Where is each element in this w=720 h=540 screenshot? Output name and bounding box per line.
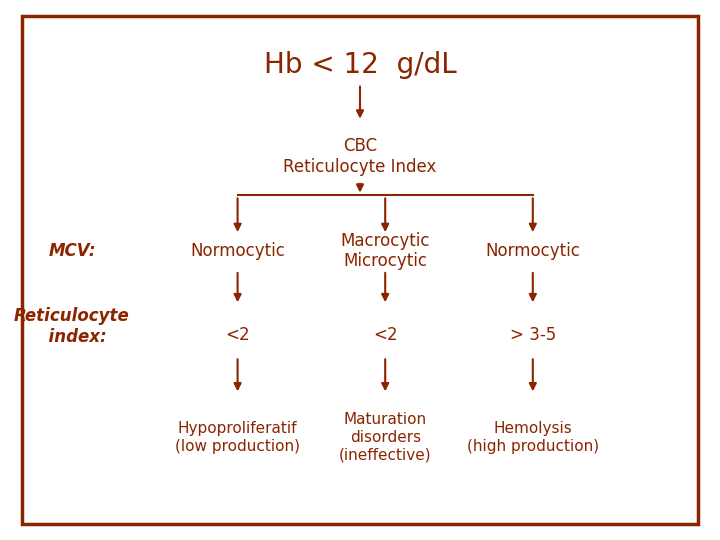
Text: Normocytic: Normocytic [485, 242, 580, 260]
Text: Hypoproliferatif
(low production): Hypoproliferatif (low production) [175, 421, 300, 454]
Text: Reticulocyte
  index:: Reticulocyte index: [14, 307, 130, 346]
Text: Maturation
disorders
(ineffective): Maturation disorders (ineffective) [339, 413, 431, 462]
Text: CBC
Reticulocyte Index: CBC Reticulocyte Index [283, 137, 437, 176]
Text: Normocytic: Normocytic [190, 242, 285, 260]
Text: Macrocytic
Microcytic: Macrocytic Microcytic [341, 232, 430, 271]
Text: Hemolysis
(high production): Hemolysis (high production) [467, 421, 599, 454]
Text: Hb < 12  g/dL: Hb < 12 g/dL [264, 51, 456, 79]
Text: MCV:: MCV: [48, 242, 96, 260]
Text: <2: <2 [225, 326, 250, 344]
Text: > 3-5: > 3-5 [510, 326, 556, 344]
Text: <2: <2 [373, 326, 397, 344]
